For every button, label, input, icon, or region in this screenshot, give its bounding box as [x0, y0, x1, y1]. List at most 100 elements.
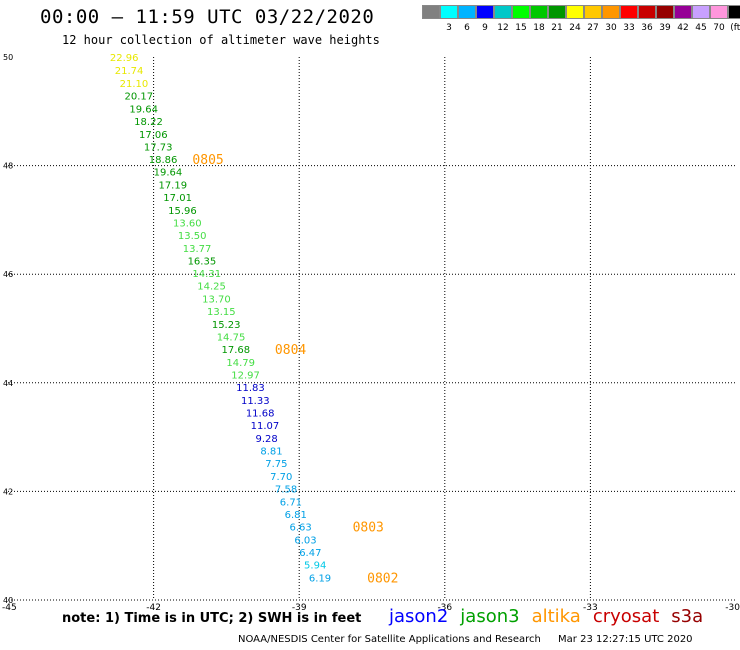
- time-annotation: 0802: [367, 572, 398, 587]
- legend-swatch: [674, 5, 692, 19]
- wave-height-label: 17.68: [222, 345, 251, 356]
- wave-height-label: 22.96: [110, 53, 139, 64]
- legend-bin: 70: [710, 5, 728, 33]
- wave-height-label: 21.10: [120, 79, 149, 90]
- wave-height-label: 13.70: [202, 295, 231, 306]
- wave-height-label: 18.22: [134, 117, 163, 128]
- chart-title: 00:00 – 11:59 UTC 03/22/2020: [40, 6, 375, 28]
- y-tick-label: 40: [3, 596, 13, 605]
- satellite-name: s3a: [671, 606, 704, 627]
- legend-swatch: [692, 5, 710, 19]
- credit-text: NOAA/NESDIS Center for Satellite Applica…: [238, 634, 541, 645]
- wave-height-label: 13.50: [178, 231, 207, 242]
- wave-height-label: 6.03: [294, 536, 316, 547]
- wave-height-label: 15.23: [212, 320, 241, 331]
- wave-height-label: 17.19: [158, 181, 187, 192]
- wave-height-label: 13.77: [183, 244, 212, 255]
- legend-bin: 18: [530, 5, 548, 33]
- legend-swatch: [476, 5, 494, 19]
- legend-label: 15: [515, 23, 527, 33]
- legend-swatch: [710, 5, 728, 19]
- wave-height-label: 20.17: [124, 92, 153, 103]
- satellite-name: jason2: [389, 606, 449, 627]
- wave-height-label: 13.15: [207, 307, 236, 318]
- wave-height-label: 14.75: [217, 333, 246, 344]
- legend-bin: 33: [620, 5, 638, 33]
- y-tick-label: 44: [3, 379, 13, 388]
- wave-height-label: 13.60: [173, 219, 202, 230]
- legend-swatch: [530, 5, 548, 19]
- wave-height-label: 16.35: [188, 257, 217, 268]
- wave-height-label: 8.81: [260, 447, 282, 458]
- legend-label: 33: [623, 23, 635, 33]
- legend-bin: 42: [674, 5, 692, 33]
- y-tick-label: 50: [3, 53, 13, 62]
- x-tick-label: -45: [2, 603, 17, 613]
- legend-label: 70: [713, 23, 725, 33]
- legend-label: 27: [587, 23, 599, 33]
- wave-height-label: 7.75: [265, 459, 287, 470]
- y-tick-label: 48: [3, 162, 13, 171]
- legend-bin: 24: [566, 5, 584, 33]
- satellite-name: cryosat: [592, 606, 660, 627]
- wave-height-label: 11.68: [246, 409, 275, 420]
- wave-height-label: 11.83: [236, 383, 265, 394]
- legend-swatch: [656, 5, 674, 19]
- legend-label: 24: [569, 23, 581, 33]
- legend-swatch: [728, 5, 740, 19]
- y-tick-label: 42: [3, 487, 13, 496]
- legend-label: 39: [659, 23, 671, 33]
- legend-swatch: [494, 5, 512, 19]
- legend-bin: 39: [656, 5, 674, 33]
- legend-bin: 45: [692, 5, 710, 33]
- satellite-key: jason2 jason3 altika cryosat s3a: [389, 606, 703, 627]
- legend-label: 36: [641, 23, 653, 33]
- legend-swatch: [548, 5, 566, 19]
- wave-height-label: 7.70: [270, 472, 292, 483]
- wave-height-label: 17.06: [139, 130, 168, 141]
- legend-label: 18: [533, 23, 545, 33]
- wave-height-label: 6.19: [309, 574, 331, 585]
- legend-swatch: [458, 5, 476, 19]
- x-tick-label: -39: [292, 603, 307, 613]
- wave-height-label: 15.96: [168, 206, 197, 217]
- legend-label: (ft): [730, 23, 740, 33]
- wave-height-label: 18.86: [149, 155, 178, 166]
- legend-label: 6: [464, 23, 470, 33]
- legend-swatch: [602, 5, 620, 19]
- generated-timestamp: Mar 23 12:27:15 UTC 2020: [558, 634, 693, 645]
- legend-label: 12: [497, 23, 509, 33]
- legend-label: 45: [695, 23, 707, 33]
- legend-swatch: [440, 5, 458, 19]
- legend-swatch: [620, 5, 638, 19]
- time-annotation: 0805: [192, 153, 223, 168]
- wave-height-label: 11.33: [241, 396, 270, 407]
- wave-height-label: 14.31: [192, 269, 221, 280]
- x-tick-label: -33: [583, 603, 598, 613]
- wave-height-label: 9.28: [256, 434, 278, 445]
- legend-bin: 27: [584, 5, 602, 33]
- chart-subtitle: 12 hour collection of altimeter wave hei…: [62, 33, 380, 47]
- legend-swatch: [584, 5, 602, 19]
- wave-height-label: 6.63: [289, 523, 311, 534]
- y-tick-label: 46: [3, 270, 13, 279]
- time-annotation: 0803: [353, 521, 384, 536]
- wave-height-label: 11.07: [251, 421, 280, 432]
- legend-label: 3: [446, 23, 452, 33]
- wave-height-label: 7.58: [275, 485, 297, 496]
- wave-height-label: 14.25: [197, 282, 226, 293]
- legend-bin: 15: [512, 5, 530, 33]
- x-tick-label: -42: [146, 603, 161, 613]
- legend-label: 30: [605, 23, 617, 33]
- legend-label: 21: [551, 23, 563, 33]
- legend-bin: 12: [494, 5, 512, 33]
- wave-height-label: 17.01: [163, 193, 192, 204]
- legend-bin: [422, 5, 440, 33]
- wave-height-label: 21.74: [115, 66, 144, 77]
- legend-bin: 30: [602, 5, 620, 33]
- wave-height-label: 6.81: [285, 510, 307, 521]
- legend-label: 9: [482, 23, 488, 33]
- wave-height-label: 19.64: [129, 105, 158, 116]
- wave-height-label: 19.64: [154, 168, 183, 179]
